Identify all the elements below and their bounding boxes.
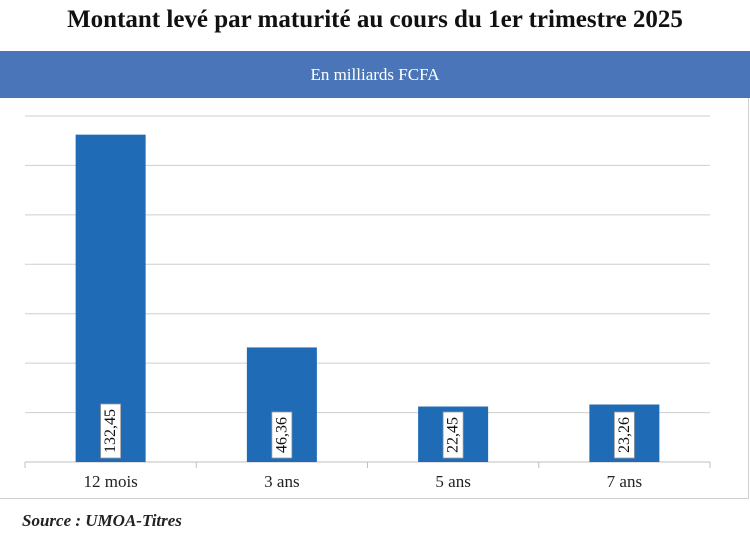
bar-chart: 132,45 12 mois 46,36 3 ans 22,45 5 ans 23,26 7 … [24, 115, 711, 491]
data-label-box [100, 403, 122, 459]
data-label-box [442, 411, 464, 459]
unit-banner: En milliards FCFA [0, 51, 750, 98]
data-label: 22,45 [445, 417, 462, 453]
x-tick-label: 5 ans [435, 472, 470, 491]
source-note: Source : UMOA-Titres [22, 511, 182, 530]
data-label-box [613, 411, 635, 459]
x-tick-label: 12 mois [83, 472, 137, 491]
x-tick-label: 3 ans [264, 472, 299, 491]
chart-frame [0, 98, 749, 499]
x-tick-label: 7 ans [607, 472, 642, 491]
data-label-box [271, 411, 293, 459]
data-label: 132,45 [102, 409, 119, 453]
data-label: 23,26 [616, 417, 633, 453]
data-label: 46,36 [273, 417, 290, 453]
chart-title: Montant levé par maturité au cours du 1e… [67, 6, 683, 33]
